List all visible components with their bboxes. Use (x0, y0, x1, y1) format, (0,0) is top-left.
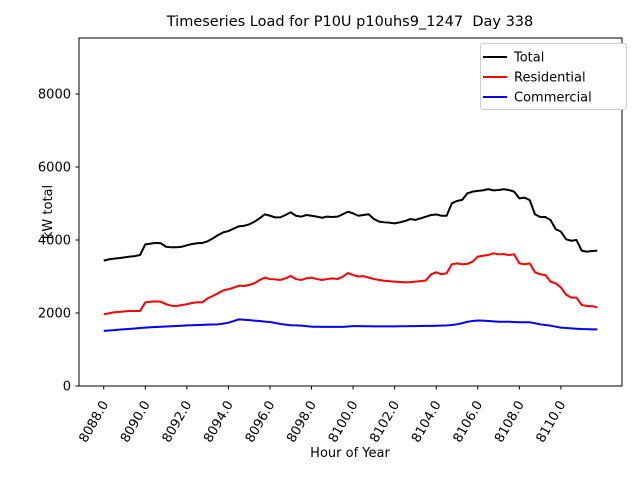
plot-area-frame (78, 37, 623, 387)
y-tick-label: 0 (63, 380, 71, 395)
y-axis-label: kW total (41, 185, 56, 239)
legend-entry-residential: Residential (483, 71, 586, 86)
data-series (103, 188, 598, 332)
y-tick-label: 2000 (38, 307, 71, 322)
series-line-residential (103, 252, 598, 316)
chart-title: Timeseries Load for P10U p10uhs9_1247 Da… (166, 14, 534, 30)
legend-label-total: Total (513, 51, 544, 66)
legend-label-commercial: Commercial (514, 91, 592, 106)
series-line-total (103, 188, 598, 262)
legend: Total Residential Commercial (480, 43, 627, 110)
series-line-commercial (103, 318, 598, 332)
x-axis-label: Hour of Year (310, 446, 390, 461)
y-tick-label: 8000 (38, 88, 71, 103)
legend-box (480, 43, 627, 110)
legend-label-residential: Residential (514, 71, 586, 86)
legend-entry-total: Total (483, 51, 544, 66)
y-axis: 0 2000 4000 6000 8000 (38, 88, 79, 395)
y-tick-label: 6000 (38, 161, 71, 176)
y-tick-label: 4000 (38, 234, 71, 249)
legend-entry-commercial: Commercial (483, 91, 592, 106)
